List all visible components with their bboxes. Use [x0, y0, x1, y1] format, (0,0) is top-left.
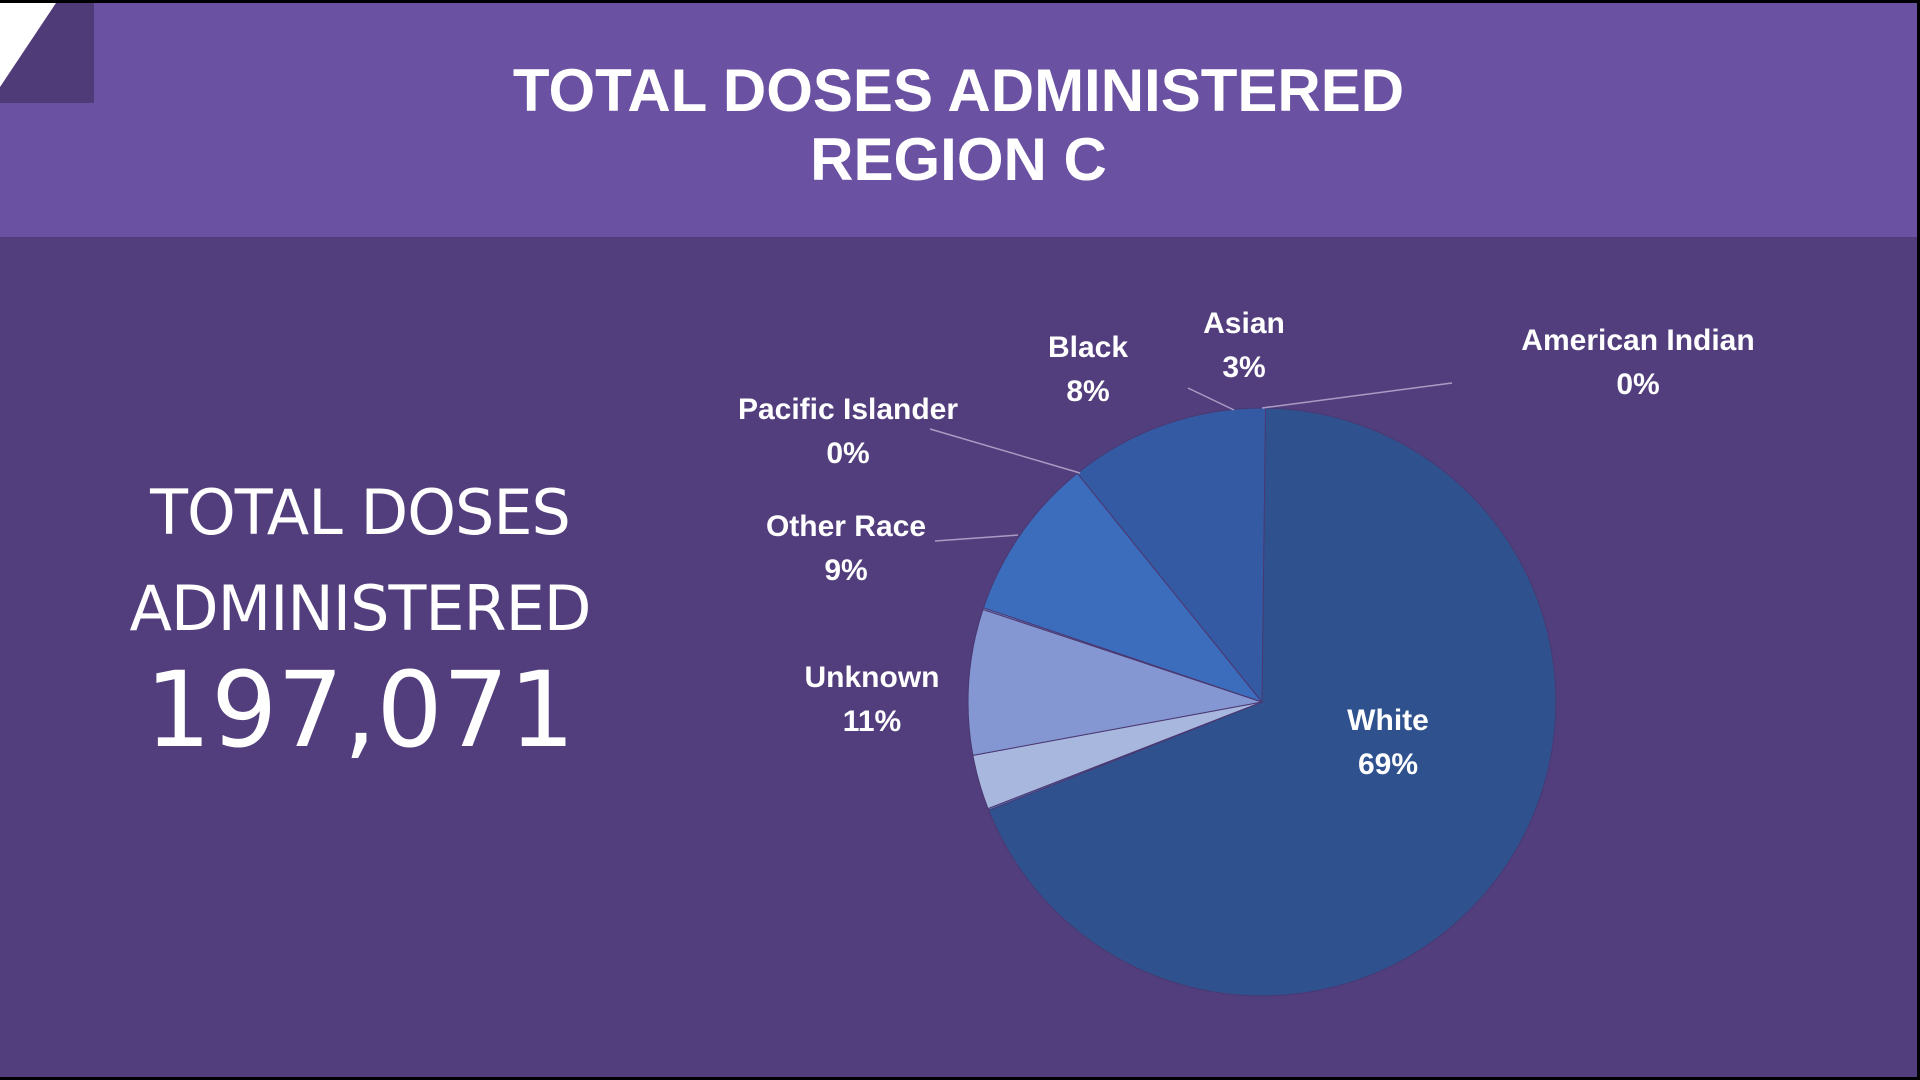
total-label-line-2: ADMINISTERED — [129, 572, 592, 645]
total-doses-summary: TOTAL DOSES ADMINISTERED 197,071 — [60, 465, 660, 769]
header-banner: TOTAL DOSES ADMINISTERED REGION C — [0, 3, 1917, 237]
slice-label-black: Black — [1048, 331, 1128, 364]
slice-labels: White 69% American Indian 0% Asian 3% Black 8% P… — [738, 307, 1755, 781]
slice-label-other-race: Other Race — [766, 510, 926, 543]
leader-lines — [929, 382, 1453, 542]
leader-line-asian — [1187, 387, 1235, 411]
pie-slice-other-race — [982, 472, 1264, 704]
pie-slice-black — [967, 608, 1263, 756]
pie-slice-unknown — [1076, 407, 1267, 704]
page-title: TOTAL DOSES ADMINISTERED REGION C — [0, 56, 1917, 194]
slice-label-unknown: Unknown — [805, 661, 940, 694]
leader-line-american-indian — [1261, 382, 1453, 409]
slide: TOTAL DOSES ADMINISTERED REGION C TOTAL … — [0, 3, 1917, 1077]
slice-label-white: White — [1347, 704, 1429, 737]
slice-label-pacific-islander: Pacific Islander — [738, 393, 958, 426]
total-label-line-1: TOTAL DOSES — [150, 476, 571, 549]
slice-value-unknown: 11% — [843, 705, 901, 738]
pie-slices — [967, 407, 1557, 997]
pie-chart: White 69% American Indian 0% Asian 3% Black 8% P… — [738, 307, 1755, 997]
slice-value-asian: 3% — [1222, 351, 1265, 384]
leader-line-other-race — [934, 534, 1019, 542]
title-line-2: REGION C — [810, 126, 1107, 193]
slice-value-american-indian: 0% — [1616, 368, 1659, 401]
pie-slice-white — [987, 407, 1557, 997]
slice-value-pacific-islander: 0% — [826, 437, 869, 470]
slice-value-white: 69% — [1358, 748, 1418, 781]
slice-value-black: 8% — [1066, 375, 1109, 408]
slice-value-other-race: 9% — [824, 554, 867, 587]
slice-label-asian: Asian — [1203, 307, 1285, 340]
leader-line-pacific-islander — [929, 428, 1081, 474]
total-doses-value: 197,071 — [144, 649, 576, 771]
slice-label-american-indian: American Indian — [1521, 324, 1754, 357]
title-line-1: TOTAL DOSES ADMINISTERED — [512, 57, 1405, 124]
page-curl-decoration — [0, 3, 94, 103]
